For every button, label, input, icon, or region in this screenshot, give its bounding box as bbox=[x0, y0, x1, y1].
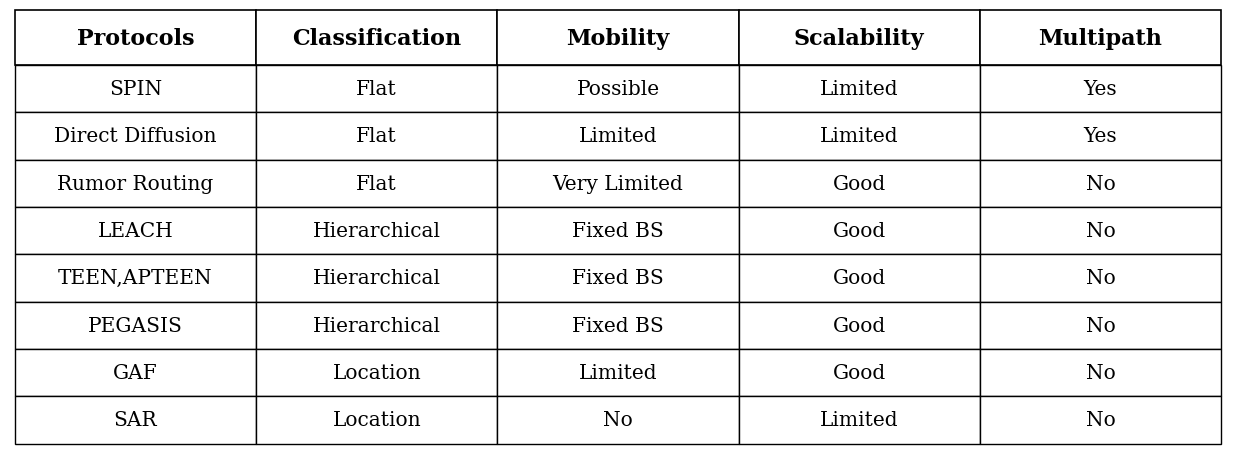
Bar bbox=[497, 349, 739, 396]
Text: Direct Diffusion: Direct Diffusion bbox=[54, 127, 216, 146]
Bar bbox=[15, 11, 256, 66]
Text: Good: Good bbox=[833, 316, 886, 335]
Text: Hierarchical: Hierarchical bbox=[313, 269, 441, 288]
Text: PEGASIS: PEGASIS bbox=[88, 316, 183, 335]
Bar bbox=[256, 396, 497, 444]
Bar bbox=[739, 113, 980, 160]
Bar bbox=[739, 255, 980, 302]
Text: Flat: Flat bbox=[356, 174, 397, 193]
Text: Very Limited: Very Limited bbox=[552, 174, 684, 193]
Text: Limited: Limited bbox=[819, 410, 899, 430]
Bar bbox=[980, 160, 1221, 207]
Text: Possible: Possible bbox=[576, 80, 660, 99]
Text: Limited: Limited bbox=[578, 363, 658, 382]
Bar bbox=[497, 11, 739, 66]
Text: Fixed BS: Fixed BS bbox=[572, 222, 664, 241]
Text: No: No bbox=[1085, 363, 1115, 382]
Text: SAR: SAR bbox=[114, 410, 157, 430]
Bar bbox=[497, 113, 739, 160]
Text: Location: Location bbox=[332, 363, 421, 382]
Bar bbox=[497, 302, 739, 349]
Text: GAF: GAF bbox=[112, 363, 158, 382]
Text: No: No bbox=[1085, 174, 1115, 193]
Text: Flat: Flat bbox=[356, 80, 397, 99]
Text: Flat: Flat bbox=[356, 127, 397, 146]
Bar bbox=[15, 160, 256, 207]
Text: Location: Location bbox=[332, 410, 421, 430]
Bar bbox=[15, 113, 256, 160]
Text: LEACH: LEACH bbox=[98, 222, 173, 241]
Text: Fixed BS: Fixed BS bbox=[572, 316, 664, 335]
Text: Rumor Routing: Rumor Routing bbox=[57, 174, 214, 193]
Bar bbox=[15, 396, 256, 444]
Text: Limited: Limited bbox=[819, 80, 899, 99]
Text: Fixed BS: Fixed BS bbox=[572, 269, 664, 288]
Text: No: No bbox=[603, 410, 633, 430]
Text: Good: Good bbox=[833, 269, 886, 288]
Bar bbox=[256, 349, 497, 396]
Bar bbox=[980, 302, 1221, 349]
Bar bbox=[739, 160, 980, 207]
Bar bbox=[15, 349, 256, 396]
Bar bbox=[739, 396, 980, 444]
Bar bbox=[739, 302, 980, 349]
Text: Good: Good bbox=[833, 363, 886, 382]
Bar bbox=[980, 255, 1221, 302]
Bar bbox=[497, 255, 739, 302]
Bar bbox=[497, 207, 739, 255]
Text: Hierarchical: Hierarchical bbox=[313, 222, 441, 241]
Text: Hierarchical: Hierarchical bbox=[313, 316, 441, 335]
Bar bbox=[497, 160, 739, 207]
Text: Limited: Limited bbox=[578, 127, 658, 146]
Text: Multipath: Multipath bbox=[1038, 28, 1163, 50]
Bar bbox=[256, 66, 497, 113]
Text: SPIN: SPIN bbox=[109, 80, 162, 99]
Bar bbox=[256, 160, 497, 207]
Text: No: No bbox=[1085, 222, 1115, 241]
Text: Good: Good bbox=[833, 222, 886, 241]
Text: No: No bbox=[1085, 316, 1115, 335]
Bar bbox=[980, 11, 1221, 66]
Text: Mobility: Mobility bbox=[566, 28, 670, 50]
Bar bbox=[15, 255, 256, 302]
Bar bbox=[15, 302, 256, 349]
Text: Yes: Yes bbox=[1084, 127, 1117, 146]
Bar bbox=[256, 113, 497, 160]
Text: No: No bbox=[1085, 410, 1115, 430]
Text: TEEN,APTEEN: TEEN,APTEEN bbox=[58, 269, 213, 288]
Bar bbox=[15, 207, 256, 255]
Text: Classification: Classification bbox=[292, 28, 461, 50]
Bar bbox=[980, 349, 1221, 396]
Bar bbox=[739, 349, 980, 396]
Bar bbox=[497, 66, 739, 113]
Bar bbox=[256, 255, 497, 302]
Bar bbox=[497, 396, 739, 444]
Text: Yes: Yes bbox=[1084, 80, 1117, 99]
Bar bbox=[739, 11, 980, 66]
Bar bbox=[980, 113, 1221, 160]
Text: No: No bbox=[1085, 269, 1115, 288]
Text: Limited: Limited bbox=[819, 127, 899, 146]
Text: Good: Good bbox=[833, 174, 886, 193]
Text: Protocols: Protocols bbox=[77, 28, 194, 50]
Text: Scalability: Scalability bbox=[794, 28, 925, 50]
Bar bbox=[256, 302, 497, 349]
Bar bbox=[980, 396, 1221, 444]
Bar bbox=[739, 207, 980, 255]
Bar bbox=[980, 207, 1221, 255]
Bar bbox=[256, 207, 497, 255]
Bar bbox=[739, 66, 980, 113]
Bar bbox=[15, 66, 256, 113]
Bar bbox=[980, 66, 1221, 113]
Bar bbox=[256, 11, 497, 66]
